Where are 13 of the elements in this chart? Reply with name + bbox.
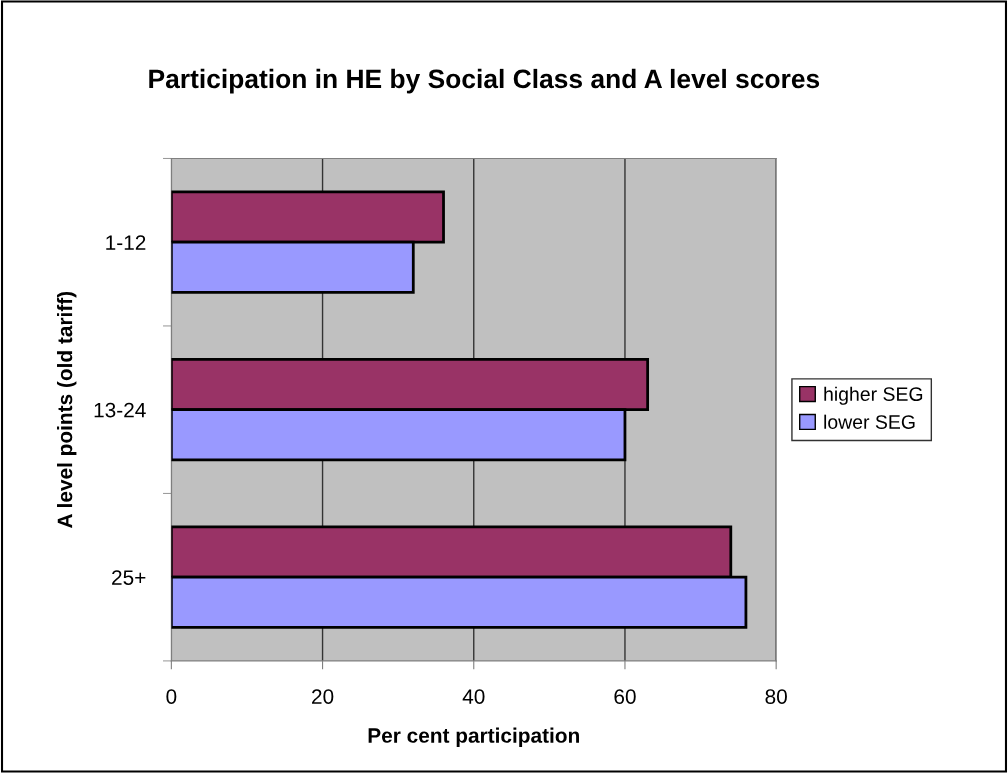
y-axis-title: A level points (old tariff) <box>56 291 77 528</box>
x-tick-label: 60 <box>614 689 636 704</box>
chart-title: Participation in HE by Social Class and A level scores <box>149 68 820 94</box>
x-tick-label: 20 <box>312 689 334 704</box>
x-tick-label: 40 <box>462 689 485 704</box>
x-axis-title: Per cent participation <box>368 727 579 747</box>
x-tick-label: 0 <box>166 689 177 704</box>
y-tick-label: 13-24 <box>94 402 146 418</box>
x-tick-label: 80 <box>765 689 787 704</box>
legend-label: lower SEG <box>824 414 915 429</box>
y-tick-label: 1-12 <box>106 235 146 250</box>
y-tick-label: 25+ <box>112 570 146 585</box>
legend-label: higher SEG <box>824 386 923 405</box>
